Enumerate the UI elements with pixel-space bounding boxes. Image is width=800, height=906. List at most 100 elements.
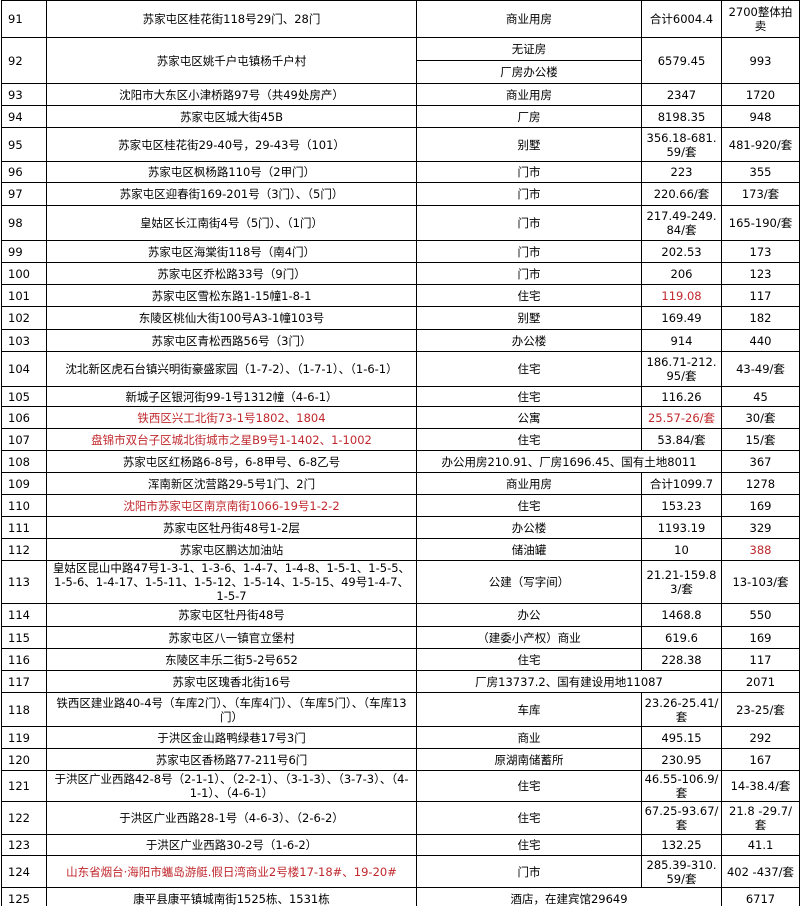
address-cell: 铁西区建业路40-4号（车库2门）、（车库4门）、（车库5门）、（车库13门） bbox=[46, 692, 417, 727]
table-row: 122 于洪区广业西路28-1号（4-6-3）、（2-6-2） 住宅 67.25-93… bbox=[1, 801, 800, 835]
table-row: 125 康平县康平镇城南街1525栋、1531栋 酒店，在建宾馆29649 6717 bbox=[1, 887, 800, 906]
row-number: 119 bbox=[1, 726, 47, 749]
address-cell: 苏家屯区桂花街29-40号，29-43号（101） bbox=[46, 127, 417, 162]
price-cell: 43-49/套 bbox=[721, 351, 800, 387]
type-cell: 车库 bbox=[416, 692, 642, 727]
area-cell: 230.95 bbox=[641, 748, 722, 771]
table-row: 100 苏家屯区乔松路33号（9门） 门市 206 123 bbox=[1, 262, 800, 285]
row-number: 113 bbox=[1, 560, 47, 604]
row-number: 98 bbox=[1, 205, 47, 241]
row-number: 124 bbox=[1, 855, 47, 888]
type-cell: 厂房 bbox=[416, 105, 642, 128]
address-cell: 苏家屯区瑰香北街16号 bbox=[46, 670, 417, 693]
price-cell: 13-103/套 bbox=[721, 560, 800, 604]
price-cell: 481-920/套 bbox=[721, 127, 800, 162]
area-cell: 119.08 bbox=[641, 284, 722, 307]
table-row: 116 东陵区丰乐二街5-2号652 住宅 228.38 117 bbox=[1, 648, 800, 671]
row-number: 92 bbox=[1, 37, 47, 84]
row-number: 110 bbox=[1, 494, 47, 517]
table-row: 121 于洪区广业西路42-8号（2-1-1）、（2-2-1）、（3-1-3）、（… bbox=[1, 770, 800, 802]
type-cell: 商业用房 bbox=[416, 472, 642, 495]
address-cell: 苏家屯区雪松东路1-15幢1-8-1 bbox=[46, 284, 417, 307]
address-cell: 苏家屯区鹏达加油站 bbox=[46, 538, 417, 561]
price-cell: 45 bbox=[721, 386, 800, 407]
row-number: 101 bbox=[1, 284, 47, 307]
area-cell: 21.21-159.83/套 bbox=[641, 560, 722, 604]
row-number: 121 bbox=[1, 770, 47, 802]
row-number: 112 bbox=[1, 538, 47, 561]
row-number: 96 bbox=[1, 161, 47, 183]
table-row: 110 沈阳市苏家屯区南京南街1066-19号1-2-2 住宅 153.23 169 bbox=[1, 494, 800, 517]
price-cell: 329 bbox=[721, 516, 800, 539]
type-cell: 别墅 bbox=[416, 306, 642, 330]
table-row: 107 盘锦市双台子区城北街城市之星B9号1-1402、1-1002 住宅 53.84… bbox=[1, 428, 800, 451]
price-cell: 367 bbox=[721, 450, 800, 473]
area-cell: 169.49 bbox=[641, 306, 722, 330]
address-cell: 沈阳市苏家屯区南京南街1066-19号1-2-2 bbox=[46, 494, 417, 517]
address-cell: 于洪区广业西路30-2号（1-6-2） bbox=[46, 834, 417, 856]
price-cell: 2700整体拍卖 bbox=[721, 0, 800, 38]
address-cell: 苏家屯区牡丹街48号 bbox=[46, 603, 417, 627]
type-cell: 公寓 bbox=[416, 406, 642, 429]
type-cell: 住宅 bbox=[416, 386, 642, 407]
price-cell: 117 bbox=[721, 284, 800, 307]
table-row: 95 苏家屯区桂花街29-40号，29-43号（101） 别墅 356.18-681.… bbox=[1, 127, 800, 162]
type-cell: 门市 bbox=[416, 262, 642, 285]
row-number: 111 bbox=[1, 516, 47, 539]
price-cell: 993 bbox=[721, 37, 800, 84]
area-cell: 53.84/套 bbox=[641, 428, 722, 451]
address-cell: 东陵区丰乐二街5-2号652 bbox=[46, 648, 417, 671]
table-row: 117 苏家屯区瑰香北街16号 厂房13737.2、国有建设用地11087 2071 bbox=[1, 670, 800, 693]
area-cell: 67.25-93.67/套 bbox=[641, 801, 722, 835]
address-cell: 苏家屯区姚千户屯镇杨千户村 bbox=[46, 37, 417, 84]
type-cell: 门市 bbox=[416, 161, 642, 183]
type-cell: 门市 bbox=[416, 240, 642, 263]
area-cell: 223 bbox=[641, 161, 722, 183]
area-cell: 10 bbox=[641, 538, 722, 561]
type-area-cell: 厂房13737.2、国有建设用地11087 bbox=[416, 670, 722, 693]
table-row: 103 苏家屯区青松西路56号（3门） 办公楼 914 440 bbox=[1, 329, 800, 352]
type-cell: 商业用房 bbox=[416, 83, 642, 106]
row-number: 91 bbox=[1, 0, 47, 38]
address-cell: 于洪区金山路鸭绿巷17号3门 bbox=[46, 726, 417, 749]
type-cell: 住宅 bbox=[416, 284, 642, 307]
row-number: 118 bbox=[1, 692, 47, 727]
address-cell: 山东省烟台·海阳市蠵岛游艇.假日湾商业2号楼17-18#、19-20# bbox=[46, 855, 417, 888]
row-number: 97 bbox=[1, 182, 47, 206]
type-cell: 商业 bbox=[416, 726, 642, 749]
area-cell: 1468.8 bbox=[641, 603, 722, 627]
type-cell: 储油罐 bbox=[416, 538, 642, 561]
table-row: 101 苏家屯区雪松东路1-15幢1-8-1 住宅 119.08 117 bbox=[1, 284, 800, 307]
address-cell: 苏家屯区海棠街118号（南4门） bbox=[46, 240, 417, 263]
row-number: 116 bbox=[1, 648, 47, 671]
address-cell: 于洪区广业西路28-1号（4-6-3）、（2-6-2） bbox=[46, 801, 417, 835]
price-cell: 1278 bbox=[721, 472, 800, 495]
address-cell: 新城子区银河街99-1号1312幢（4-6-1） bbox=[46, 386, 417, 407]
address-cell: 康平县康平镇城南街1525栋、1531栋 bbox=[46, 887, 417, 906]
address-cell: 沈阳市大东区小津桥路97号（共49处房产） bbox=[46, 83, 417, 106]
type-cell: 门市 bbox=[416, 182, 642, 206]
table-row: 112 苏家屯区鹏达加油站 储油罐 10 388 bbox=[1, 538, 800, 561]
price-cell: 173 bbox=[721, 240, 800, 263]
row-number: 105 bbox=[1, 386, 47, 407]
table-row: 114 苏家屯区牡丹街48号 办公 1468.8 550 bbox=[1, 603, 800, 627]
address-cell: 铁西区兴工北街73-1号1802、1804 bbox=[46, 406, 417, 429]
type-cell: 住宅 bbox=[416, 648, 642, 671]
address-cell: 苏家屯区迎春街169-201号（3门）、（5门） bbox=[46, 182, 417, 206]
row-number: 93 bbox=[1, 83, 47, 106]
type-cell: 门市 bbox=[416, 205, 642, 241]
area-cell: 495.15 bbox=[641, 726, 722, 749]
address-cell: 苏家屯区香杨路77-211号6门 bbox=[46, 748, 417, 771]
table-row: 106 铁西区兴工北街73-1号1802、1804 公寓 25.57-26/套 30/套 bbox=[1, 406, 800, 429]
type-cell: 办公 bbox=[416, 603, 642, 627]
address-cell: 苏家屯区城大街45B bbox=[46, 105, 417, 128]
area-cell: 合计6004.4 bbox=[641, 0, 722, 38]
area-cell: 206 bbox=[641, 262, 722, 285]
price-cell: 182 bbox=[721, 306, 800, 330]
table-row: 96 苏家屯区枫杨路110号（2甲门） 门市 223 355 bbox=[1, 161, 800, 183]
area-cell: 285.39-310.59/套 bbox=[641, 855, 722, 888]
row-number: 99 bbox=[1, 240, 47, 263]
